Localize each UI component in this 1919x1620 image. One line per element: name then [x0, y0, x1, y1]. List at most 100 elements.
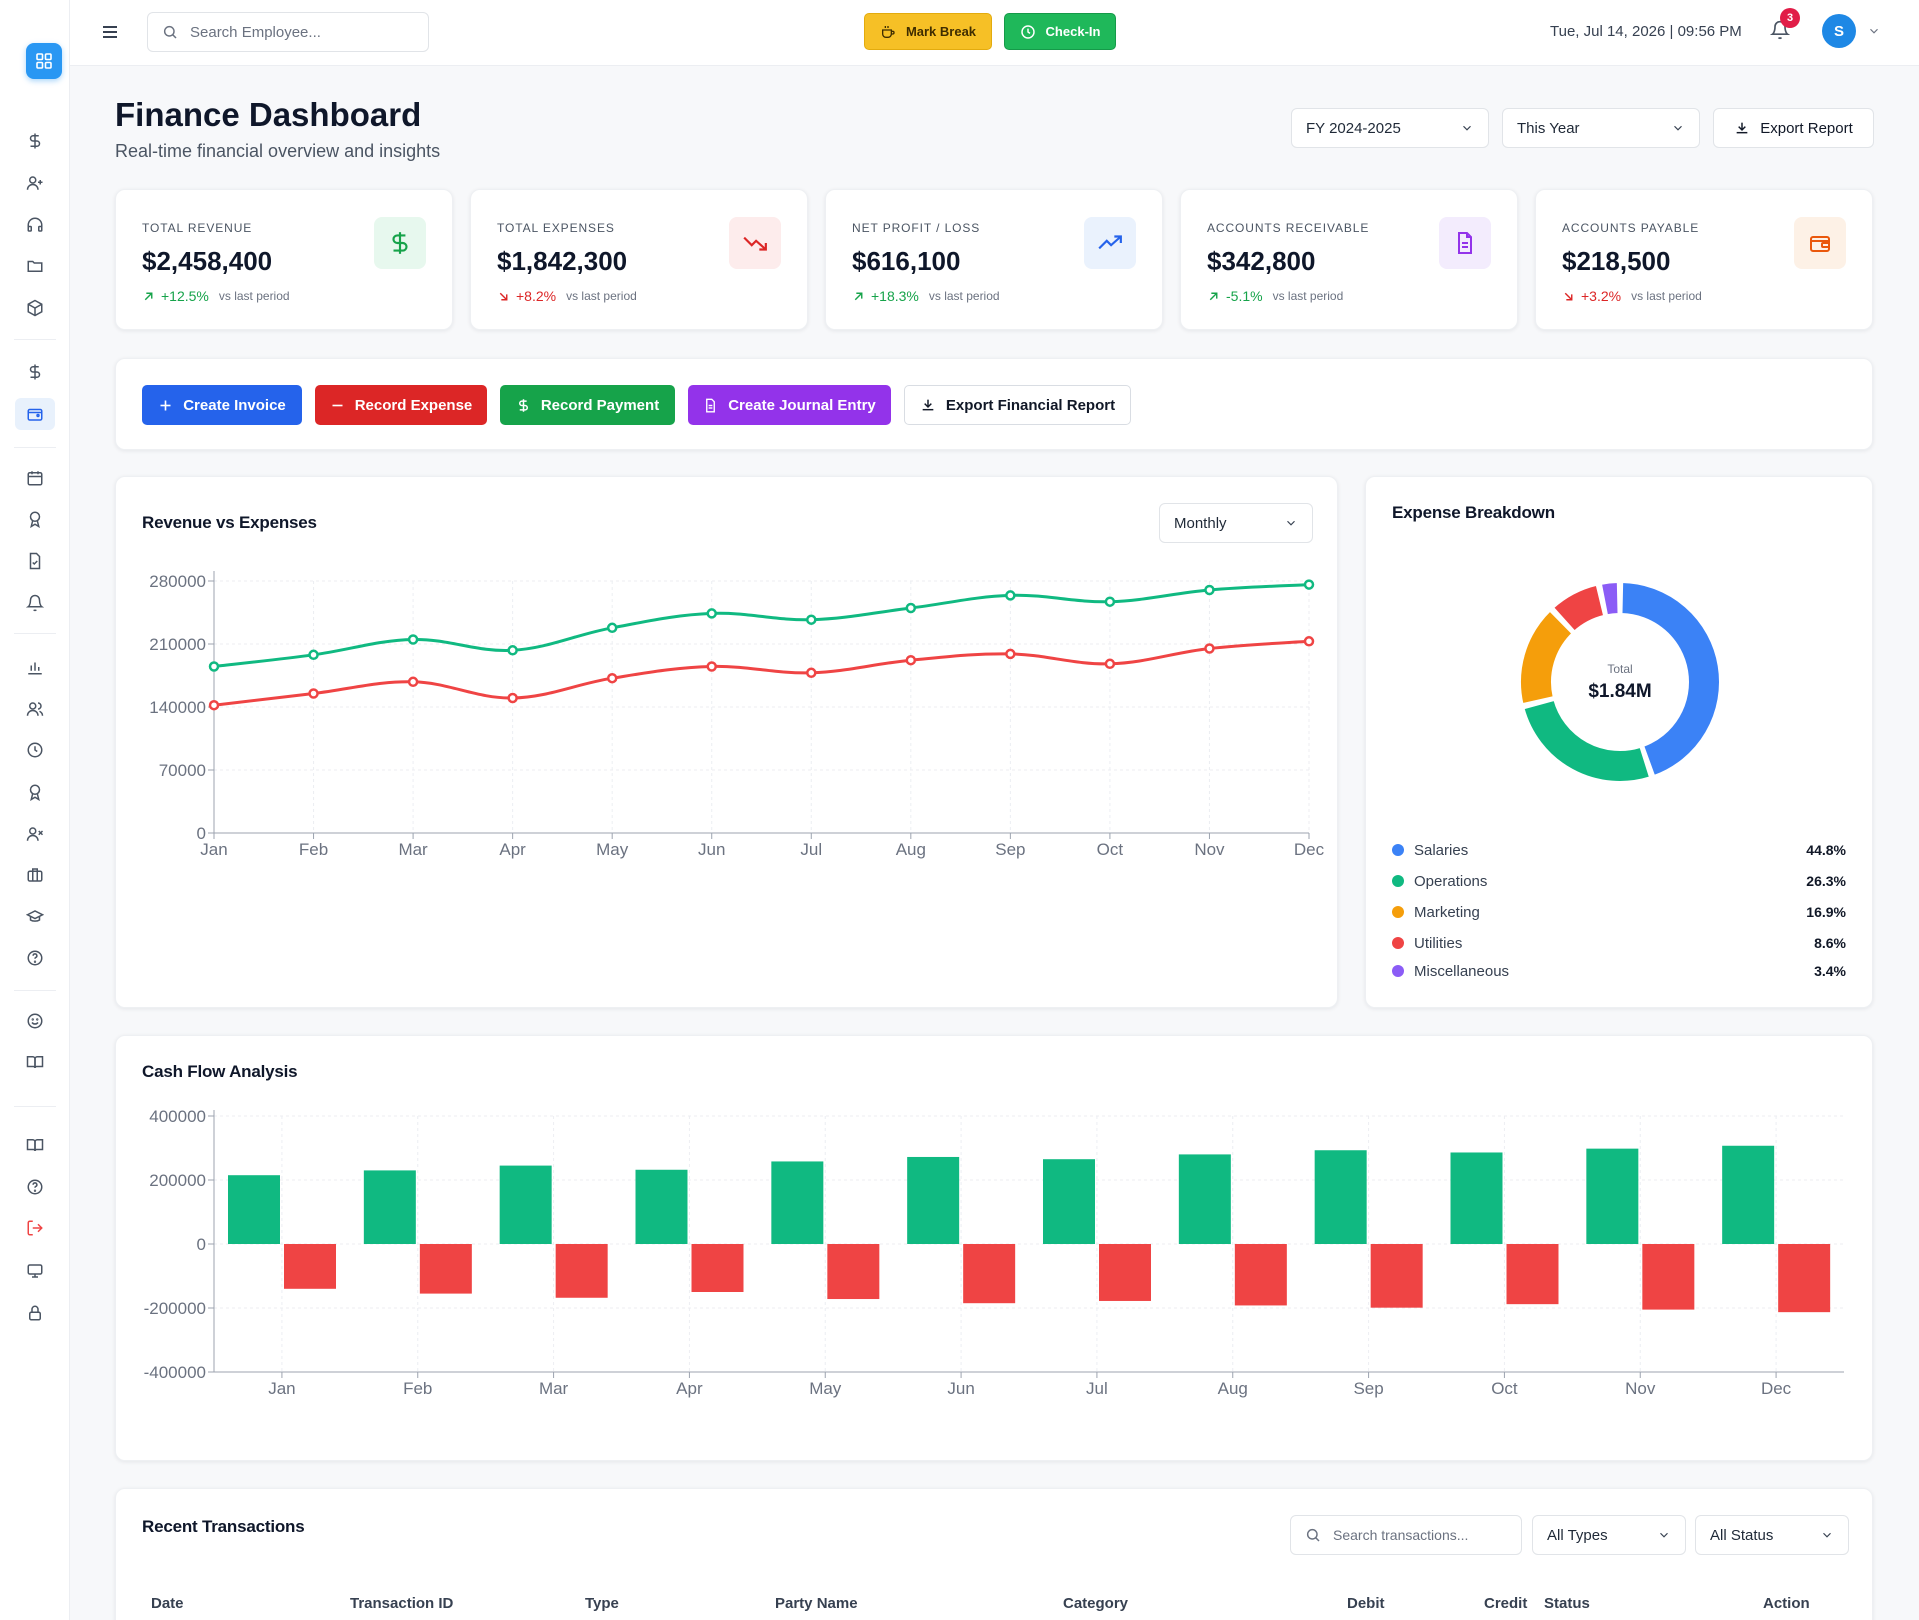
inflow-bar	[1178, 1154, 1231, 1244]
create-invoice-button[interactable]: Create Invoice	[142, 385, 302, 425]
y-tick-label: 70000	[159, 761, 206, 780]
type-filter-select[interactable]: All Types	[1532, 1515, 1686, 1555]
record-payment-button[interactable]: Record Payment	[500, 385, 675, 425]
y-tick-label: -400000	[144, 1363, 206, 1382]
book-open-icon[interactable]	[22, 1049, 48, 1075]
column-header[interactable]: Status	[1544, 1595, 1590, 1612]
data-point	[606, 622, 618, 634]
create-journal-entry-label: Create Journal Entry	[728, 396, 876, 414]
x-tick-label: Jul	[800, 840, 822, 859]
transaction-search-input[interactable]	[1333, 1527, 1503, 1543]
award-icon[interactable]	[22, 506, 48, 532]
logout-icon[interactable]	[22, 1215, 48, 1241]
x-tick-label: Feb	[403, 1379, 432, 1398]
check-in-label: Check-In	[1045, 24, 1101, 39]
award-icon[interactable]	[22, 779, 48, 805]
export-financial-report-button[interactable]: Export Financial Report	[904, 385, 1131, 425]
notification-badge: 3	[1780, 8, 1800, 28]
type-filter-value: All Types	[1547, 1526, 1608, 1544]
column-header[interactable]: Date	[151, 1595, 184, 1612]
search-icon	[1305, 1527, 1321, 1543]
outflow-bar	[555, 1244, 608, 1298]
legend-dot	[1392, 844, 1404, 856]
x-tick-label: Sep	[1353, 1379, 1383, 1398]
headphones-icon[interactable]	[22, 212, 48, 238]
package-icon[interactable]	[22, 295, 48, 321]
kpi-card-total-revenue: TOTAL REVENUE $2,458,400 +12.5% vs last …	[115, 189, 453, 330]
page-subtitle: Real-time financial overview and insight…	[115, 141, 441, 161]
donut-slice-marketing	[1519, 609, 1574, 706]
fiscal-year-select[interactable]: FY 2024-2025	[1291, 108, 1489, 148]
search-input[interactable]	[190, 23, 410, 41]
help-circle-icon[interactable]	[22, 945, 48, 971]
check-in-button[interactable]: Check-In	[1004, 13, 1116, 50]
period-select[interactable]: This Year	[1502, 108, 1700, 148]
column-header[interactable]: Debit	[1347, 1595, 1385, 1612]
lock-icon[interactable]	[22, 1300, 48, 1326]
bell-icon[interactable]	[22, 590, 48, 616]
help-circle-icon[interactable]	[22, 1174, 48, 1200]
file-check-icon[interactable]	[22, 548, 48, 574]
inflow-bar	[363, 1170, 416, 1244]
export-report-button[interactable]: Export Report	[1713, 108, 1874, 148]
expense-breakdown-card: Expense Breakdown Total $1.84M Salaries …	[1365, 476, 1873, 1008]
legend-dot	[1392, 906, 1404, 918]
folder-icon[interactable]	[22, 253, 48, 279]
download-icon	[920, 397, 936, 413]
dashboard-grid-icon[interactable]	[26, 43, 62, 79]
chevron-down-icon[interactable]	[1867, 24, 1881, 38]
inflow-bar	[1450, 1152, 1503, 1244]
column-header[interactable]: Action	[1763, 1595, 1810, 1612]
column-header[interactable]: Credit	[1484, 1595, 1528, 1612]
wallet-icon[interactable]	[15, 398, 55, 430]
kpi-value: $218,500	[1562, 246, 1671, 276]
dollar-icon[interactable]	[22, 128, 48, 154]
x-tick-label: Jan	[268, 1379, 295, 1398]
user-x-icon[interactable]	[22, 821, 48, 847]
column-header[interactable]: Category	[1063, 1595, 1129, 1612]
y-tick-label: 0	[197, 1235, 206, 1254]
data-point	[1303, 636, 1315, 647]
donut-total-value: $1.84M	[1588, 681, 1652, 702]
revenue-expenses-card: Revenue vs Expenses Monthly 0 70000 140000…	[115, 476, 1338, 1008]
column-header[interactable]: Party Name	[775, 1595, 858, 1612]
bar-chart-icon[interactable]	[22, 654, 48, 680]
x-tick-label: Aug	[896, 840, 926, 859]
users-icon[interactable]	[22, 696, 48, 722]
user-plus-icon[interactable]	[22, 170, 48, 196]
smile-icon[interactable]	[22, 1008, 48, 1034]
kpi-vs-label: vs last period	[1272, 289, 1344, 303]
kpi-card-total-expenses: TOTAL EXPENSES $1,842,300 +8.2% vs last …	[470, 189, 808, 330]
revenue-period-select[interactable]: Monthly	[1159, 503, 1313, 543]
employee-search[interactable]	[147, 12, 429, 52]
graduation-cap-icon[interactable]	[22, 904, 48, 930]
clock-icon[interactable]	[22, 737, 48, 763]
mark-break-label: Mark Break	[905, 24, 977, 39]
book-open-icon[interactable]	[22, 1132, 48, 1158]
donut-slice-salaries	[1620, 581, 1721, 778]
document-icon	[1439, 217, 1491, 269]
export-financial-report-label: Export Financial Report	[945, 396, 1116, 414]
calendar-icon[interactable]	[22, 465, 48, 491]
kpi-value: $342,800	[1207, 246, 1316, 276]
briefcase-icon[interactable]	[22, 862, 48, 888]
record-expense-button[interactable]: Record Expense	[315, 385, 487, 425]
period-value: This Year	[1517, 119, 1580, 137]
x-tick-label: Mar	[539, 1379, 569, 1398]
dollar-icon[interactable]	[22, 359, 48, 385]
data-point	[905, 602, 917, 614]
fiscal-year-value: FY 2024-2025	[1306, 119, 1401, 137]
mark-break-button[interactable]: Mark Break	[864, 13, 992, 50]
user-avatar[interactable]: S	[1822, 14, 1856, 48]
create-journal-entry-button[interactable]: Create Journal Entry	[688, 385, 891, 425]
revenue-line-chart: 0 70000 140000 210000 280000 Jan Feb Mar Apr May J…	[149, 571, 1325, 859]
monitor-icon[interactable]	[22, 1258, 48, 1284]
menu-icon[interactable]	[100, 22, 120, 42]
legend-pct: 16.9%	[1806, 904, 1846, 920]
status-filter-select[interactable]: All Status	[1695, 1515, 1849, 1555]
column-header[interactable]: Transaction ID	[350, 1595, 454, 1612]
column-header[interactable]: Type	[585, 1595, 619, 1612]
y-tick-label: 0	[197, 824, 206, 843]
transaction-search[interactable]	[1290, 1515, 1522, 1555]
arrow-down-right-icon	[1562, 290, 1575, 303]
